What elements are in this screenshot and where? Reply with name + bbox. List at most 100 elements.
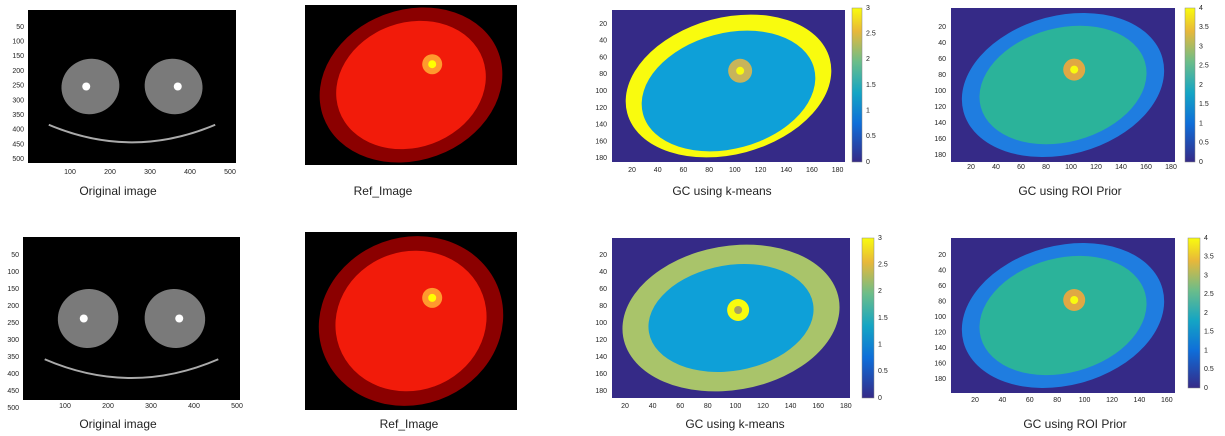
y-tick-label: 250 <box>12 83 24 90</box>
colorbar-tick-label: 3 <box>1199 43 1203 50</box>
colorbar-tick-label: 3 <box>878 235 882 242</box>
y-tick-label: 140 <box>934 345 946 352</box>
x-tick-label: 180 <box>840 403 852 410</box>
marrow <box>428 294 436 302</box>
y-tick-label: 60 <box>599 286 607 293</box>
colorbar-tick-label: 3 <box>1204 272 1208 279</box>
x-tick-label: 60 <box>680 167 688 174</box>
y-tick-label: 100 <box>7 269 19 276</box>
y-tick-label: 20 <box>599 21 607 28</box>
x-tick-label: 60 <box>1017 164 1025 171</box>
y-tick-label: 40 <box>938 40 946 47</box>
y-tick-label: 80 <box>599 71 607 78</box>
y-tick-label: 160 <box>595 138 607 145</box>
marrow <box>1070 66 1078 74</box>
x-tick-label: 140 <box>1134 397 1146 404</box>
colorbar-tick-label: 1 <box>878 342 882 349</box>
y-tick-label: 180 <box>595 155 607 162</box>
caption: Original image <box>79 417 157 431</box>
y-tick-label: 140 <box>595 122 607 129</box>
y-tick-label: 350 <box>7 354 19 361</box>
colorbar-tick-label: 1.5 <box>1204 329 1214 336</box>
y-tick-label: 100 <box>934 88 946 95</box>
colorbar-tick-label: 0.5 <box>878 368 888 375</box>
y-tick-label: 60 <box>599 54 607 61</box>
colorbar-tick-label: 1.5 <box>1199 101 1209 108</box>
x-tick-label: 300 <box>144 169 156 176</box>
x-tick-label: 300 <box>145 403 157 410</box>
colorbar-tick-label: 0.5 <box>866 133 876 140</box>
panel: 5010015020025030035040045050010020030040… <box>7 237 243 431</box>
y-tick-label: 160 <box>595 371 607 378</box>
y-tick-label: 160 <box>934 136 946 143</box>
x-tick-label: 40 <box>649 403 657 410</box>
colorbar <box>852 8 862 162</box>
y-tick-label: 500 <box>12 156 24 163</box>
marrow <box>1070 296 1078 304</box>
y-tick-label: 20 <box>938 252 946 259</box>
y-tick-label: 100 <box>934 314 946 321</box>
y-tick-label: 100 <box>595 320 607 327</box>
x-tick-label: 120 <box>757 403 769 410</box>
y-tick-label: 50 <box>16 24 24 31</box>
y-tick-label: 80 <box>599 303 607 310</box>
marrow <box>736 67 744 75</box>
colorbar-tick-label: 1 <box>1199 120 1203 127</box>
colorbar-tick-label: 3 <box>866 5 870 12</box>
x-tick-label: 500 <box>224 169 236 176</box>
bone <box>80 315 88 323</box>
x-tick-label: 20 <box>967 164 975 171</box>
y-tick-label: 400 <box>12 127 24 134</box>
x-tick-label: 80 <box>1042 164 1050 171</box>
colorbar-tick-label: 1 <box>866 108 870 115</box>
colorbar-tick-label: 2 <box>1204 310 1208 317</box>
y-tick-label: 80 <box>938 298 946 305</box>
colorbar <box>862 238 874 398</box>
colorbar-tick-label: 2.5 <box>878 262 888 269</box>
colorbar-tick-label: 3.5 <box>1199 24 1209 31</box>
y-tick-label: 180 <box>934 152 946 159</box>
y-tick-label: 60 <box>938 56 946 63</box>
y-tick-label: 40 <box>938 267 946 274</box>
figure: 5010015020025030035040045050010020030040… <box>0 0 1225 436</box>
colorbar-tick-label: 4 <box>1204 235 1208 242</box>
x-tick-label: 120 <box>1106 397 1118 404</box>
x-tick-label: 160 <box>1161 397 1173 404</box>
y-tick-label: 100 <box>12 39 24 46</box>
x-tick-label: 400 <box>184 169 196 176</box>
marrow <box>734 306 742 314</box>
panel: 2040608010012014016018020406080100120140… <box>934 0 1209 198</box>
panel: Ref_Image <box>298 0 525 198</box>
x-tick-label: 20 <box>971 397 979 404</box>
x-tick-label: 140 <box>785 403 797 410</box>
y-tick-label: 60 <box>938 283 946 290</box>
x-tick-label: 120 <box>755 167 767 174</box>
y-tick-label: 200 <box>7 303 19 310</box>
x-tick-label: 100 <box>1065 164 1077 171</box>
x-tick-label: 80 <box>704 403 712 410</box>
x-tick-label: 40 <box>992 164 1000 171</box>
x-tick-label: 160 <box>1140 164 1152 171</box>
x-tick-label: 80 <box>705 167 713 174</box>
y-tick-label: 20 <box>938 24 946 31</box>
caption: Ref_Image <box>380 417 439 431</box>
y-tick-label: 180 <box>595 388 607 395</box>
x-tick-label: 140 <box>780 167 792 174</box>
caption: GC using k-means <box>685 417 784 431</box>
colorbar-tick-label: 0.5 <box>1199 140 1209 147</box>
x-tick-label: 100 <box>729 167 741 174</box>
x-tick-label: 200 <box>104 169 116 176</box>
y-tick-label: 200 <box>12 68 24 75</box>
y-tick-label: 40 <box>599 38 607 45</box>
y-tick-label: 120 <box>595 337 607 344</box>
x-tick-label: 200 <box>102 403 114 410</box>
panel: Ref_Image <box>295 210 528 431</box>
x-tick-label: 40 <box>999 397 1007 404</box>
image-frame <box>28 10 236 163</box>
colorbar-tick-label: 1 <box>1204 347 1208 354</box>
image-frame <box>23 237 240 400</box>
colorbar-tick-label: 1.5 <box>878 315 888 322</box>
